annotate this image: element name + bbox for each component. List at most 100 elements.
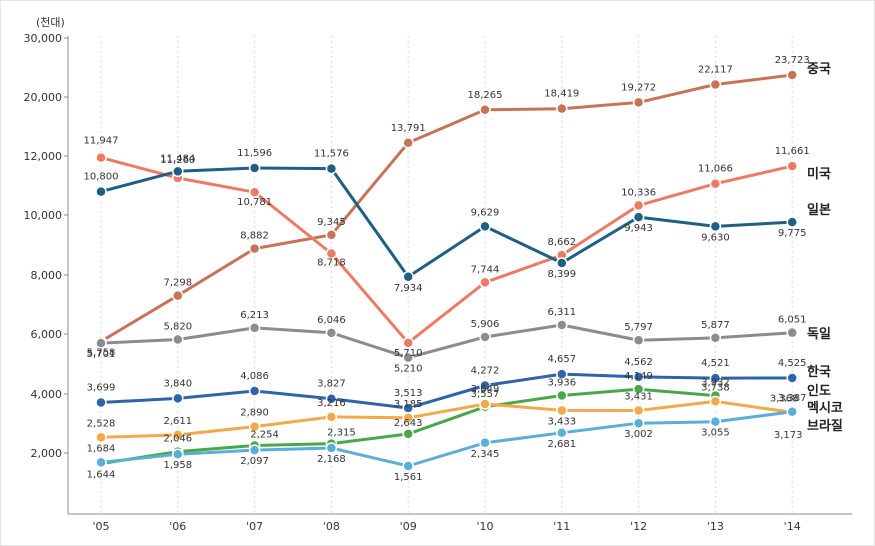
data-point [248,322,261,334]
data-label: 11,947 [84,136,119,147]
data-point [402,412,414,424]
data-point [556,102,568,115]
data-label: 5,701 [87,349,116,360]
data-point [786,406,798,418]
data-point [632,334,645,346]
data-label-layer: 5,758 7,298 8,882 9,345 13,791 18,265 18,419 19… [84,55,810,483]
data-point [709,78,722,91]
data-label: 1,958 [163,460,192,471]
y-tick-label: 2,000 [31,447,63,460]
series-name-label: 일본 [807,203,831,218]
y-tick-label: 6,000 [31,328,63,341]
data-label: 13,791 [391,123,426,134]
data-label: 4,657 [547,354,576,365]
data-point [786,160,798,172]
series-name-label: 한국 [807,364,831,380]
data-point [172,333,184,346]
data-point [402,428,414,440]
data-label: 2,168 [317,454,346,465]
x-tick-label: '14 [784,520,801,533]
data-label: 18,265 [468,90,503,101]
data-point [95,151,107,164]
data-label: 2,254 [250,429,279,440]
data-label: 9,775 [778,228,807,239]
data-label: 3,173 [774,430,803,441]
series-line [100,73,793,343]
data-point [325,392,338,405]
data-point [709,332,722,344]
data-point [325,229,338,241]
data-point [632,199,645,212]
data-label: 3,433 [547,416,576,427]
data-label: 5,906 [471,319,500,330]
data-point [325,442,338,454]
x-tick-label: '13 [707,520,724,533]
data-point [402,137,414,149]
data-label: 2,046 [163,434,192,445]
data-label: 6,311 [547,307,576,318]
series-name-label: 멕시코 [807,400,843,416]
data-point [479,276,491,289]
data-label: 4,149 [624,371,653,382]
data-point [95,185,107,198]
data-label: 11,576 [314,149,349,160]
data-point [248,444,261,456]
data-point [632,96,645,109]
y-tick-label: 12,000 [24,150,63,163]
data-label: 3,649 [471,384,500,395]
data-point [402,351,414,364]
data-label: 4,272 [471,366,500,377]
data-label: 3,368 [770,393,799,404]
data-label: 5,210 [394,364,423,375]
data-point [248,420,261,433]
data-label: 3,699 [87,383,116,394]
y-tick-labels: 2,000 4,000 6,000 8,000 10,000 12,000 20,000 30… [24,32,63,460]
data-point [248,385,261,397]
data-label: 23,723 [775,55,810,66]
data-point [172,448,184,460]
data-label: 3,185 [394,399,423,410]
grid-layer [64,36,852,515]
data-label: 3,055 [701,428,730,439]
data-point [709,177,722,190]
data-label: 8,399 [547,269,576,280]
data-point [786,326,798,339]
data-point [479,437,491,449]
data-label: 22,117 [698,65,733,76]
series-name-label: 중국 [807,62,831,77]
data-point [709,395,722,408]
data-point [556,404,568,417]
x-tick-label: '09 [400,520,417,533]
data-label: 5,710 [394,348,423,359]
data-label: 11,260 [160,155,195,166]
x-tick-label: '06 [169,520,186,533]
data-label: 5,758 [87,347,116,358]
data-label: 8,718 [317,257,346,268]
data-label: 3,936 [547,378,576,389]
data-point [709,220,722,233]
y-tick-label: 4,000 [31,388,63,401]
data-point [786,69,798,81]
data-point [786,372,798,384]
series-line [100,372,793,410]
data-point [479,331,491,343]
series-name-label: 독일 [807,327,831,342]
data-label: 7,934 [394,283,423,294]
data-point [402,460,414,472]
x-tick-label: '07 [246,520,263,533]
x-tick-label: '12 [630,520,647,533]
data-point [632,383,645,395]
data-point [632,404,645,417]
data-point [325,411,338,423]
data-label: 4,525 [778,358,807,369]
data-label: 9,630 [701,232,730,243]
data-point [556,389,568,402]
data-label: 2,315 [327,428,356,439]
data-label: 4,562 [624,357,653,368]
data-label: 5,797 [624,322,653,333]
data-label: 3,002 [624,429,653,440]
data-point [556,257,568,269]
data-point [325,162,338,175]
